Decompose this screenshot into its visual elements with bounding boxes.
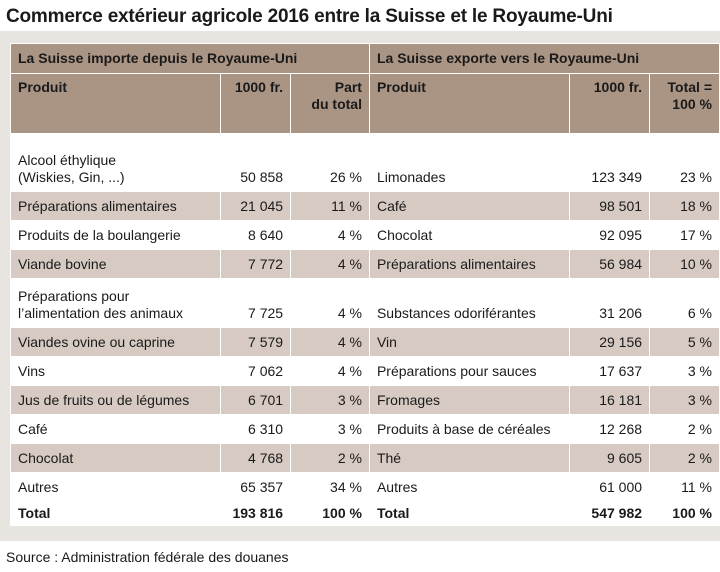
trade-table: La Suisse importe depuis le Royaume-Uni … bbox=[9, 43, 720, 526]
column-header-row: Produit 1000 fr. Part du total Produit 10… bbox=[9, 73, 720, 134]
export-product-cell: Autres bbox=[368, 472, 571, 502]
section-header-row: La Suisse importe depuis le Royaume-Uni … bbox=[10, 43, 720, 74]
import-value-cell: 65 357 bbox=[220, 472, 292, 502]
import-product-cell: Viandes ovine ou caprine bbox=[9, 327, 222, 357]
export-share-cell: 23 % bbox=[649, 133, 720, 192]
import-product-cell: Préparations alimentaires bbox=[9, 191, 222, 221]
export-value-cell: 123 349 bbox=[569, 133, 651, 192]
import-share-cell: 4 % bbox=[290, 327, 370, 357]
import-value-cell: 7 725 bbox=[220, 278, 292, 328]
import-share-cell: 3 % bbox=[290, 385, 370, 415]
export-total-value: 547 982 bbox=[569, 501, 651, 526]
import-product-cell: Vins bbox=[9, 356, 222, 386]
import-value-cell: 6 310 bbox=[220, 414, 292, 444]
export-share-cell: 17 % bbox=[649, 220, 720, 250]
import-value-cell: 7 062 bbox=[220, 356, 292, 386]
export-value-cell: 16 181 bbox=[569, 385, 651, 415]
import-share-header: Part du total bbox=[290, 73, 370, 134]
import-value-cell: 7 579 bbox=[220, 327, 292, 357]
export-value-cell: 29 156 bbox=[569, 327, 651, 357]
export-value-cell: 56 984 bbox=[569, 249, 651, 279]
table-row: Viande bovine 7 772 4 % Préparations alimen… bbox=[9, 249, 720, 279]
import-value-cell: 6 701 bbox=[220, 385, 292, 415]
import-product-cell: Café bbox=[9, 414, 222, 444]
export-value-header: 1000 fr. bbox=[569, 73, 651, 134]
import-product-cell: Autres bbox=[9, 472, 222, 502]
table-row: Jus de fruits ou de légumes 6 701 3 % Froma… bbox=[9, 385, 720, 415]
import-share-cell: 3 % bbox=[290, 414, 370, 444]
table-row: Chocolat 4 768 2 % Thé 9 605 2 % bbox=[9, 443, 720, 473]
import-product-cell: Chocolat bbox=[9, 443, 222, 473]
import-share-cell: 4 % bbox=[290, 220, 370, 250]
import-product-header: Produit bbox=[9, 73, 222, 134]
import-value-cell: 21 045 bbox=[220, 191, 292, 221]
import-product-cell: Préparations pour l’alimentation des anim… bbox=[9, 278, 222, 328]
export-share-header: Total = 100 % bbox=[649, 73, 720, 134]
import-total-label: Total bbox=[9, 501, 222, 526]
export-product-cell: Chocolat bbox=[368, 220, 571, 250]
export-product-cell: Vin bbox=[368, 327, 571, 357]
export-product-cell: Limonades bbox=[368, 133, 571, 192]
table-row: Vins 7 062 4 % Préparations pour sauces 17 6… bbox=[9, 356, 720, 386]
import-share-cell: 4 % bbox=[290, 249, 370, 279]
export-product-header: Produit bbox=[368, 73, 571, 134]
export-product-cell: Préparations alimentaires bbox=[368, 249, 571, 279]
export-product-cell: Thé bbox=[368, 443, 571, 473]
table-row: Café 6 310 3 % Produits à base de céréales 1… bbox=[9, 414, 720, 444]
export-total-label: Total bbox=[368, 501, 571, 526]
table-row: Viandes ovine ou caprine 7 579 4 % Vin 29 15… bbox=[9, 327, 720, 357]
import-value-cell: 4 768 bbox=[220, 443, 292, 473]
export-share-cell: 6 % bbox=[649, 278, 720, 328]
export-share-cell: 2 % bbox=[649, 443, 720, 473]
table-body: Alcool éthylique (Wiskies, Gin, ...) 50 85… bbox=[9, 133, 720, 502]
import-total-value: 193 816 bbox=[220, 501, 292, 526]
import-value-header: 1000 fr. bbox=[220, 73, 292, 134]
import-share-cell: 26 % bbox=[290, 133, 370, 192]
export-value-cell: 92 095 bbox=[569, 220, 651, 250]
import-product-cell: Jus de fruits ou de légumes bbox=[9, 385, 222, 415]
export-product-cell: Produits à base de céréales bbox=[368, 414, 571, 444]
export-share-cell: 2 % bbox=[649, 414, 720, 444]
export-product-cell: Café bbox=[368, 191, 571, 221]
table-panel: La Suisse importe depuis le Royaume-Uni … bbox=[0, 31, 720, 541]
table-row: Alcool éthylique (Wiskies, Gin, ...) 50 85… bbox=[9, 133, 720, 192]
import-total-share: 100 % bbox=[290, 501, 370, 526]
export-product-cell: Fromages bbox=[368, 385, 571, 415]
export-share-cell: 3 % bbox=[649, 356, 720, 386]
export-share-cell: 10 % bbox=[649, 249, 720, 279]
import-section-title: La Suisse importe depuis le Royaume-Uni bbox=[10, 43, 370, 74]
table-row: Préparations alimentaires 21 045 11 % Café 9… bbox=[9, 191, 720, 221]
source-note: Source : Administration fédérale des dou… bbox=[6, 549, 289, 565]
import-share-cell: 11 % bbox=[290, 191, 370, 221]
table-row: Produits de la boulangerie 8 640 4 % Chocol… bbox=[9, 220, 720, 250]
export-value-cell: 9 605 bbox=[569, 443, 651, 473]
table-row: Autres 65 357 34 % Autres 61 000 11 % bbox=[9, 472, 720, 502]
export-value-cell: 12 268 bbox=[569, 414, 651, 444]
export-value-cell: 17 637 bbox=[569, 356, 651, 386]
export-total-share: 100 % bbox=[649, 501, 720, 526]
table-row: Préparations pour l’alimentation des anim… bbox=[9, 278, 720, 328]
export-product-cell: Substances odoriférantes bbox=[368, 278, 571, 328]
export-share-cell: 11 % bbox=[649, 472, 720, 502]
export-share-cell: 3 % bbox=[649, 385, 720, 415]
export-value-cell: 61 000 bbox=[569, 472, 651, 502]
export-section-title: La Suisse exporte vers le Royaume-Uni bbox=[368, 43, 720, 74]
export-share-cell: 18 % bbox=[649, 191, 720, 221]
export-share-cell: 5 % bbox=[649, 327, 720, 357]
total-row: Total 193 816 100 % Total 547 982 100 % bbox=[9, 501, 720, 526]
export-value-cell: 31 206 bbox=[569, 278, 651, 328]
import-product-cell: Alcool éthylique (Wiskies, Gin, ...) bbox=[9, 133, 222, 192]
import-value-cell: 50 858 bbox=[220, 133, 292, 192]
page-title: Commerce extérieur agricole 2016 entre l… bbox=[6, 6, 613, 27]
import-value-cell: 8 640 bbox=[220, 220, 292, 250]
import-share-cell: 2 % bbox=[290, 443, 370, 473]
import-value-cell: 7 772 bbox=[220, 249, 292, 279]
export-product-cell: Préparations pour sauces bbox=[368, 356, 571, 386]
import-product-cell: Produits de la boulangerie bbox=[9, 220, 222, 250]
import-share-cell: 4 % bbox=[290, 278, 370, 328]
export-value-cell: 98 501 bbox=[569, 191, 651, 221]
import-share-cell: 4 % bbox=[290, 356, 370, 386]
import-share-cell: 34 % bbox=[290, 472, 370, 502]
import-product-cell: Viande bovine bbox=[9, 249, 222, 279]
